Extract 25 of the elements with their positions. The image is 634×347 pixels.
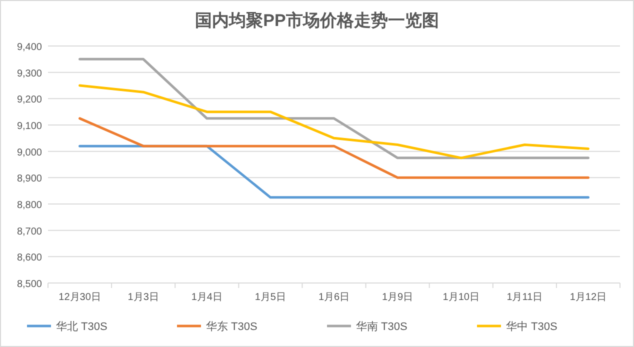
x-tick-label: 1月3日: [128, 292, 159, 303]
x-tick-label: 1月5日: [254, 292, 286, 303]
x-tick-label: 1月11日: [506, 292, 543, 303]
legend-label: 华东 T30S: [206, 320, 258, 333]
x-tick-label: 1月12日: [570, 292, 607, 303]
chart-title: 国内均聚PP市场价格走势一览图: [195, 11, 439, 30]
line-series: [78, 84, 590, 160]
x-tick-label: 12月30日: [58, 292, 101, 303]
y-tick-label: 9,100: [16, 121, 42, 132]
x-tick-label: 1月10日: [442, 292, 480, 303]
y-tick-label: 8,800: [16, 200, 42, 211]
y-tick-label: 8,600: [16, 252, 42, 264]
y-tick-label: 9,400: [16, 42, 42, 53]
y-tick-label: 8,700: [16, 226, 42, 238]
x-tick-label: 1月4日: [191, 292, 222, 303]
y-tick-label: 9,300: [16, 68, 42, 80]
legend-label: 华北 T30S: [56, 320, 108, 333]
legend-label: 华中 T30S: [506, 320, 558, 333]
y-tick-label: 8,900: [16, 174, 42, 185]
legend-label: 华南 T30S: [356, 320, 408, 333]
y-tick-label: 9,200: [16, 94, 42, 106]
x-tick-label: 1月6日: [318, 292, 350, 303]
y-tick-label: 8,500: [16, 279, 42, 290]
x-tick-label: 1月9日: [382, 292, 414, 303]
y-tick-label: 9,000: [16, 147, 42, 158]
